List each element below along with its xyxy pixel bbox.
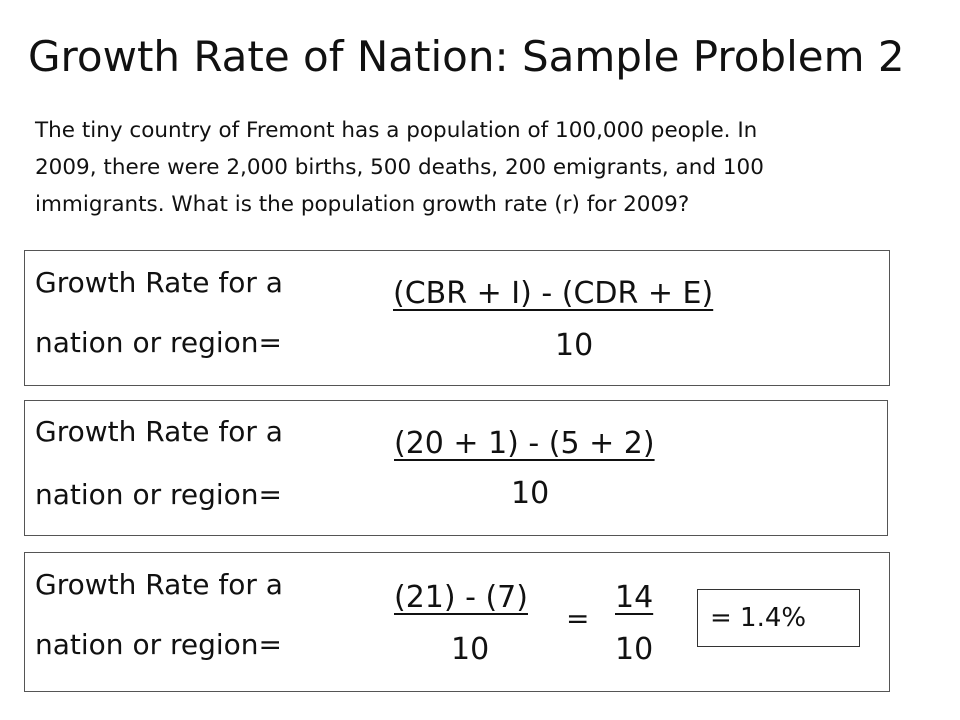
formula-label-line2: nation or region= bbox=[35, 628, 282, 661]
formula-label-line2: nation or region= bbox=[35, 326, 282, 359]
formula-label-line1: Growth Rate for a bbox=[35, 415, 283, 448]
problem-statement: The tiny country of Fremont has a popula… bbox=[35, 112, 935, 223]
problem-line: The tiny country of Fremont has a popula… bbox=[35, 118, 758, 143]
equals-sign: = bbox=[566, 602, 590, 635]
formula-box-simplified: Growth Rate for a nation or region= (21)… bbox=[24, 552, 890, 692]
formula-numerator: (CBR + I) - (CDR + E) bbox=[393, 276, 714, 311]
formula-label-line1: Growth Rate for a bbox=[35, 568, 283, 601]
formula-label-line1: Growth Rate for a bbox=[35, 266, 283, 299]
result-denominator: 10 bbox=[615, 632, 654, 667]
formula-denominator: 10 bbox=[511, 476, 550, 511]
formula-denominator: 10 bbox=[451, 632, 490, 667]
formula-box-general: Growth Rate for a nation or region= (CBR… bbox=[24, 250, 890, 386]
formula-box-substituted: Growth Rate for a nation or region= (20 … bbox=[24, 400, 888, 536]
slide-title: Growth Rate of Nation: Sample Problem 2 bbox=[28, 32, 905, 81]
result-numerator: 14 bbox=[615, 580, 654, 615]
formula-numerator: (21) - (7) bbox=[394, 580, 528, 615]
problem-line: 2009, there were 2,000 births, 500 death… bbox=[35, 155, 764, 180]
formula-numerator: (20 + 1) - (5 + 2) bbox=[394, 426, 655, 461]
problem-line: immigrants. What is the population growt… bbox=[35, 192, 690, 217]
formula-label-line2: nation or region= bbox=[35, 478, 282, 511]
answer-box: = 1.4% bbox=[697, 589, 860, 647]
formula-denominator: 10 bbox=[555, 328, 594, 363]
